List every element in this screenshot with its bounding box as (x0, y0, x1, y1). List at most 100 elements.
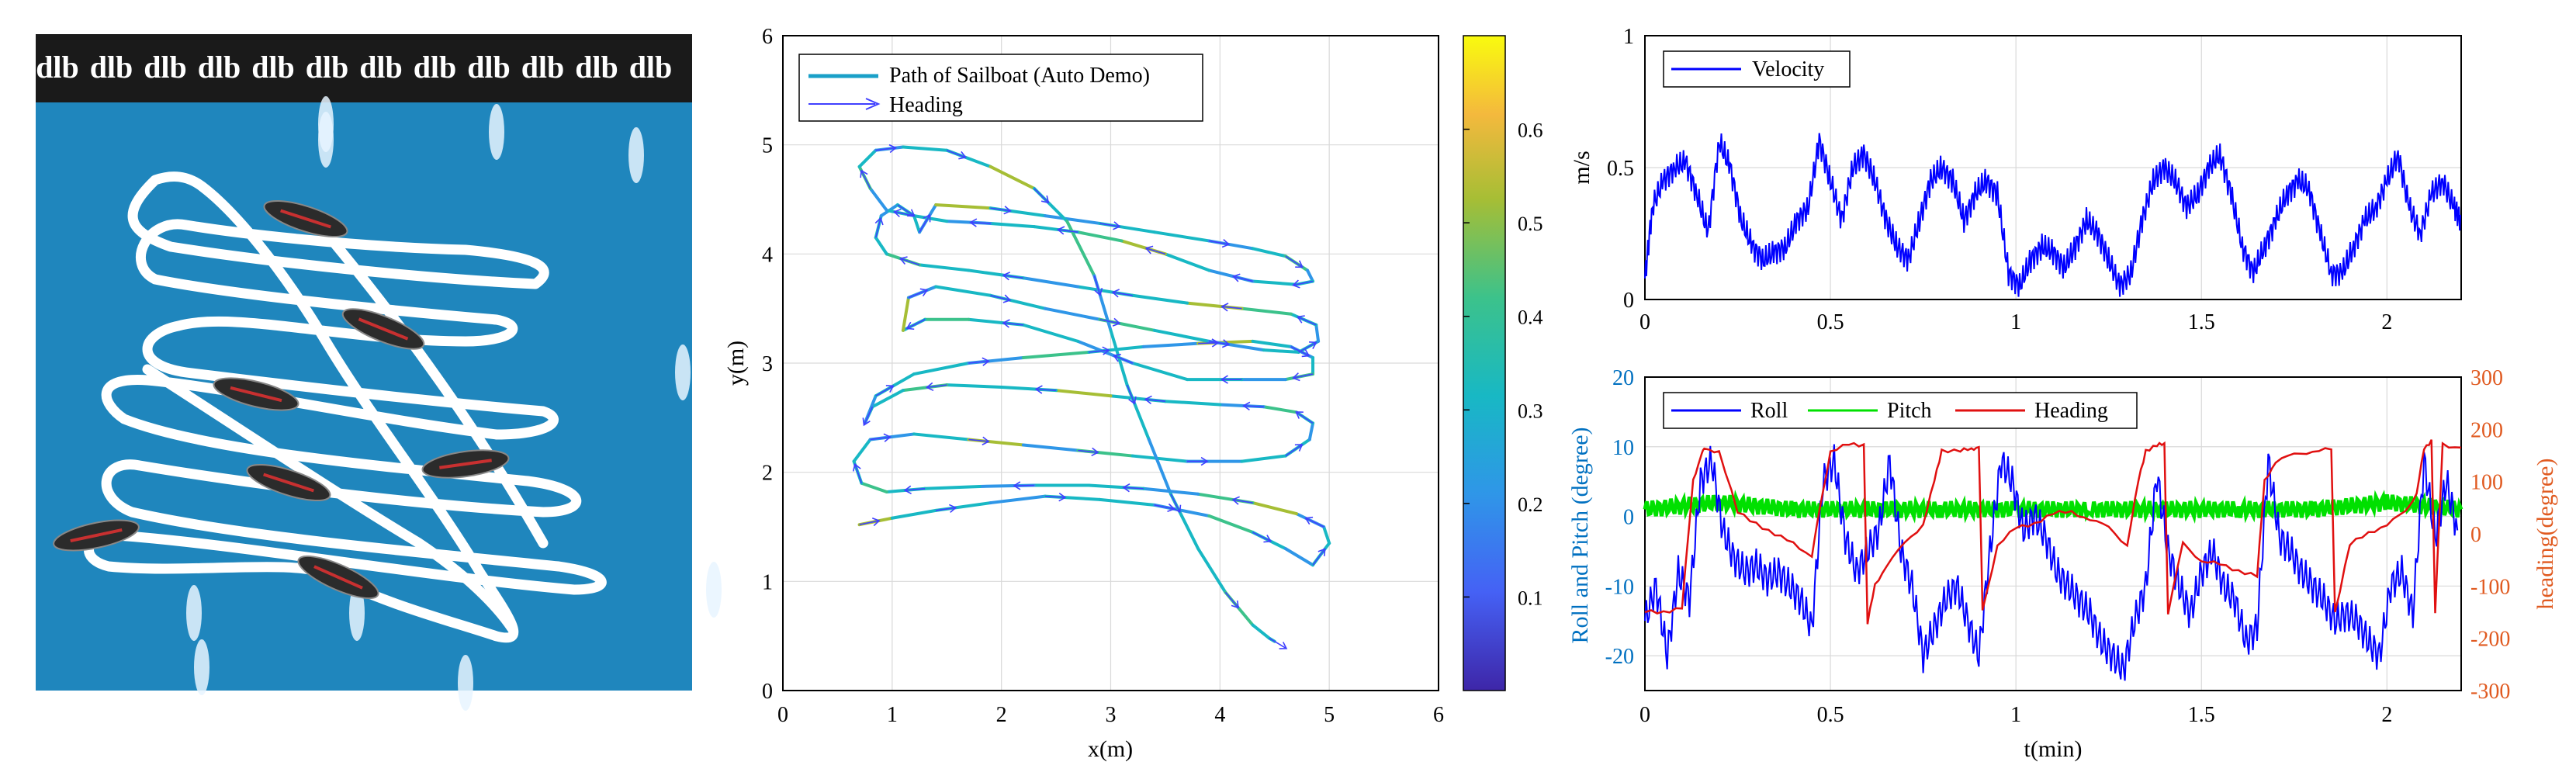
trajectory-segment (989, 221, 1036, 229)
right-y-tick-label: 100 (2470, 471, 2503, 495)
heading-arrow (1252, 531, 1272, 542)
trajectory-segment (857, 148, 878, 168)
left-y-tick-label: 20 (1612, 366, 1634, 390)
logo-mark: dlb (414, 50, 457, 85)
trajectory-segment (945, 383, 1003, 389)
water-glint (675, 344, 691, 400)
trajectory-segment (934, 203, 992, 210)
attitude-left-y-ticks: -20 -10 0 10 20 (1605, 366, 1634, 669)
heading-arrowhead (1002, 319, 1010, 328)
trajectory-segment (1054, 389, 1113, 398)
x-tick-label: 0 (777, 703, 788, 727)
trajectory-segment (1044, 306, 1102, 321)
heading-arrow (1295, 411, 1314, 424)
heading-arrowhead (1013, 481, 1021, 490)
x-tick-label: 4 (1214, 703, 1225, 727)
right-y-tick-label: 200 (2470, 418, 2503, 442)
trajectory-segment (1251, 279, 1298, 286)
legend-heading-series-label: Heading (2034, 399, 2108, 423)
heading-arrow (870, 436, 891, 441)
trajectory-segment (868, 186, 888, 213)
trajectory-segment (1098, 497, 1156, 507)
heading-arrowhead (1220, 375, 1228, 384)
heading-arrow (859, 520, 880, 525)
sailboat-stripe (358, 317, 409, 341)
logo-mark: dlb (521, 50, 565, 85)
heading-arrow (908, 289, 928, 299)
water-glint (349, 585, 365, 641)
heading-arrow (1170, 493, 1181, 513)
legend-heading-arrowhead (865, 98, 881, 110)
heading-arrow (1312, 548, 1326, 566)
attitude-legend: Roll Pitch Heading (1663, 392, 2138, 429)
heading-arrow (1224, 591, 1239, 608)
sailboat-marker (263, 199, 348, 238)
heading-arrowhead (852, 462, 861, 472)
sailboat-stripe (263, 473, 314, 493)
heading-arrowhead (1301, 349, 1311, 358)
trajectory-segment (1021, 323, 1080, 343)
trajectory-segment (1130, 362, 1189, 382)
trajectory-axes-frame (782, 35, 1439, 691)
heading-arrow (1058, 229, 1079, 233)
logo-mark: dlb (575, 50, 618, 85)
trajectory-segment (1251, 623, 1271, 640)
y-tick-label: 1 (762, 570, 773, 594)
trajectory-segment (1196, 547, 1227, 594)
heading-arrow (1144, 398, 1165, 403)
attitude-x-label: t(min) (2024, 736, 2083, 762)
logo-mark: dlb (359, 50, 403, 85)
left-y-tick-label: -10 (1605, 575, 1634, 599)
heading-arrow (1078, 449, 1099, 453)
heading-arrow (905, 487, 926, 491)
heading-arrow (875, 147, 896, 151)
heading-arrow (1298, 341, 1317, 353)
water-glint (489, 104, 504, 160)
heading-arrowhead (1091, 447, 1099, 457)
heading-arrow (906, 319, 926, 330)
legend-path-label: Path of Sailboat (Auto Demo) (889, 64, 1150, 88)
heading-arrowhead (860, 169, 868, 178)
logo-mark: dlb (198, 50, 241, 85)
sailboat-stripe (230, 386, 282, 403)
sailboat-stripe (280, 209, 331, 229)
heading-arrow (968, 438, 989, 442)
velocity-y-ticks: 00.51 (1607, 25, 1634, 313)
heading-arrowhead (1221, 339, 1231, 348)
heading-arrowhead (905, 321, 915, 331)
heading-arrow (1293, 280, 1314, 286)
y-tick-label: 2 (762, 462, 773, 486)
logo-mark: dlb (251, 50, 295, 85)
heading-arrowhead (1058, 493, 1067, 502)
y-tick-label: 5 (762, 134, 773, 158)
heading-arrow (1112, 291, 1133, 296)
heading-arrowhead (1173, 504, 1182, 514)
sailboat-stripe (439, 459, 492, 469)
heading-arrow (1285, 444, 1303, 457)
trajectory-segment (871, 389, 905, 409)
trajectory-segment (901, 145, 949, 152)
heading-arrow (1243, 405, 1264, 408)
right-y-tick-label: 0 (2470, 523, 2481, 547)
trajectory-segment (1076, 230, 1124, 243)
heading-arrowhead (1034, 385, 1043, 394)
trajectory-segment (1021, 276, 1080, 289)
colorbar-tick-label: 0.6 (1518, 119, 1543, 142)
heading-arrowhead (903, 485, 912, 494)
trajectory-segment (1021, 350, 1091, 359)
heading-arrow (1126, 384, 1136, 404)
heading-arrowhead (1231, 273, 1241, 282)
water-glint (318, 96, 334, 152)
heading-arrow (1232, 499, 1253, 504)
heading-arrowhead (958, 151, 968, 160)
trajectory-panel: 0 1 2 3 4 5 6 0 1 2 3 4 5 6 x(m) y(m) Path of Sailbo… (723, 25, 1543, 762)
heading-arrow (1002, 322, 1023, 326)
trajectory-segment (1262, 405, 1298, 414)
aerial-photo-panel: dlb dlb dlb dlb dlb dlb dlb dlb dlb dlb dlb dlb (36, 34, 722, 711)
heading-arrowhead (885, 385, 895, 393)
heading-arrowhead (948, 504, 957, 513)
legend-heading-label: Heading (889, 93, 963, 117)
sailboat-marker (421, 449, 510, 479)
trajectory-segment (1065, 220, 1096, 278)
heading-arrow (1209, 240, 1229, 245)
